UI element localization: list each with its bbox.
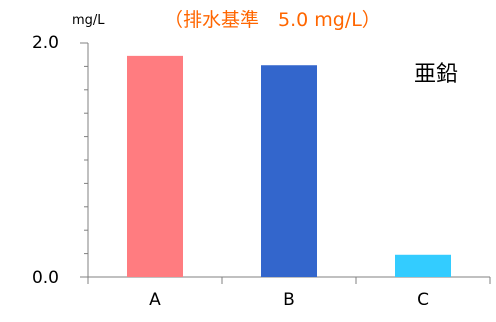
x-tick-labels: A B C bbox=[149, 290, 429, 310]
series-label: 亜鉛 bbox=[414, 62, 458, 87]
unit-label: mg/L bbox=[72, 13, 105, 28]
bar-c bbox=[395, 254, 451, 277]
y-tick-label-min: 0.0 bbox=[32, 268, 59, 288]
bar-b bbox=[261, 65, 317, 277]
bar-a bbox=[127, 55, 183, 278]
x-tick-label-c: C bbox=[417, 290, 429, 310]
bars bbox=[127, 55, 451, 278]
x-tick-label-a: A bbox=[149, 290, 161, 310]
x-tick-label-b: B bbox=[283, 290, 295, 310]
standard-note: （排水基準 5.0 mg/L） bbox=[164, 9, 381, 31]
y-tick-label-max: 2.0 bbox=[32, 33, 59, 53]
